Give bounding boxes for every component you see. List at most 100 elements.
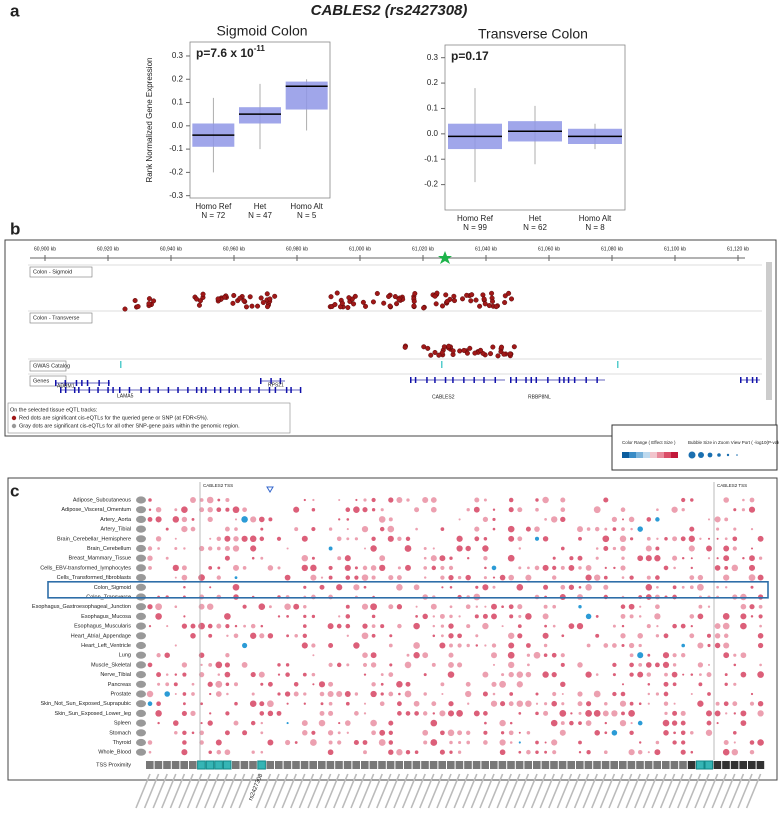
bubble [654,555,661,562]
bubble [740,720,747,726]
bubble [672,663,677,667]
bubble [715,701,720,706]
bubble [664,537,668,541]
bubble [542,564,549,571]
bubble [585,613,592,620]
bubble [181,525,188,533]
eqtl-dot [332,302,338,308]
bubble [716,557,719,560]
bubble [758,614,763,619]
bubble [208,750,212,754]
exon [234,387,236,393]
bubble [380,673,384,677]
snp-label-stub [444,773,461,809]
bubble [363,498,367,502]
bubble [550,516,558,523]
eqtl-dot [469,292,475,298]
tss-cell [309,761,317,769]
eqtl-dot [200,291,206,297]
bubble [311,643,316,648]
eqtl-dot [267,296,273,302]
bubble [535,692,539,696]
snp-label-stub [685,773,702,809]
eqtl-dot [231,292,237,298]
exon [756,377,758,383]
bubble [663,691,669,697]
bubble [441,692,444,696]
bubble [533,651,541,659]
snp-label-stub [720,773,736,809]
bubble [370,719,377,727]
bubble [723,633,729,639]
tss-cell [300,761,309,769]
bubble [267,739,274,746]
bubble [423,692,427,696]
bubble [516,671,524,678]
bubble [370,652,377,659]
bubble [483,576,487,580]
bubble [663,633,669,639]
bubble [320,576,324,579]
bubble [388,720,394,726]
chart-title: Transverse Colon [478,26,588,42]
eqtl-dot [272,293,278,299]
bubble [439,710,446,717]
bubble [681,585,685,589]
bubble [276,536,282,541]
bubble [217,673,221,676]
bubble [604,701,608,706]
bubble [466,740,471,745]
eqtl-dot [464,350,470,356]
eqtl-dot [396,296,402,302]
bubble [174,673,178,676]
bubble [534,565,540,571]
bubble [474,497,480,503]
bubble [543,653,548,657]
exon [596,377,598,383]
bubble [448,652,454,658]
bubble [723,740,729,745]
tss-cell [292,761,300,769]
bubble [250,720,256,726]
chart-title: Sigmoid Colon [216,23,307,39]
bubble [362,507,368,513]
plot-frame [444,44,626,211]
tissue-label: Artery_Tibial [100,527,131,533]
n-label: N = 8 [585,223,605,232]
bubble [182,692,187,696]
bubble [706,633,712,638]
snp-label-stub [178,773,194,809]
bubble [749,604,755,610]
tss-cell [154,761,163,769]
exon [290,387,292,393]
tss-cell [593,761,601,769]
tss-cell [670,761,679,769]
gene-name: CABLES2 [432,394,455,400]
snp-label-stub [135,773,151,809]
eqtl-dot [122,306,128,312]
exon [64,380,67,386]
bubble [594,526,600,532]
bubble [690,624,693,628]
bubble [646,672,652,677]
bubble [251,750,255,754]
tss-cell [695,760,705,770]
exon [73,387,76,393]
bubble [406,498,410,502]
tss-cell [601,761,610,769]
bubble [620,565,626,571]
bubble [620,604,626,609]
bubble [173,720,179,726]
tss-cell [627,761,636,769]
snp-label-stub [307,773,323,809]
tss-cell [283,761,292,769]
snp-label-stub [143,773,160,809]
bubble [544,518,547,521]
bubble [449,750,453,754]
p-value: p=7.6 x 10-11 [196,44,265,60]
bubble [517,604,523,610]
bubble [260,624,264,628]
bubble [578,711,582,715]
exon [258,387,260,393]
bubble [448,623,454,629]
